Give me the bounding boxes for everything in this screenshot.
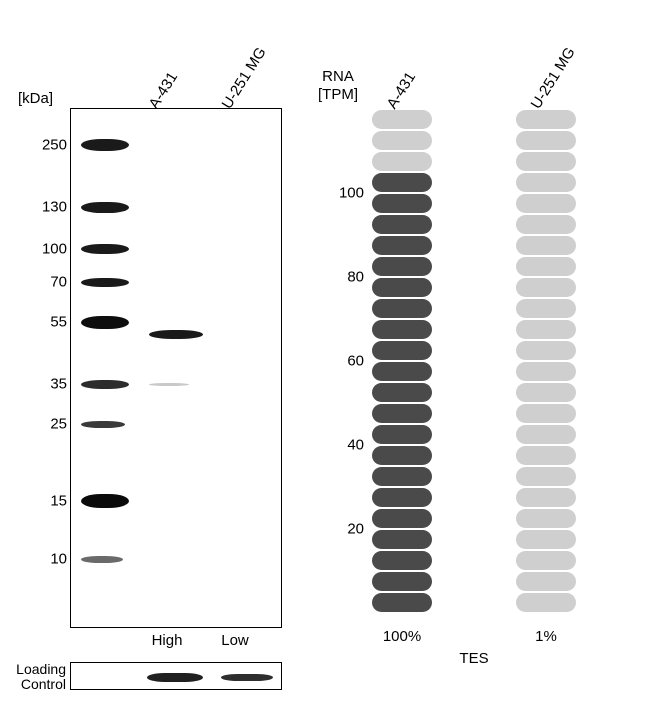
rna-tick: 40 xyxy=(328,437,364,454)
figure-root: [kDa] A-431U-251 MG 25013010070553525151… xyxy=(0,0,650,718)
rna-pill xyxy=(516,551,576,570)
kda-header: [kDa] xyxy=(18,90,53,107)
rna-pill xyxy=(516,194,576,213)
rna-pill xyxy=(516,152,576,171)
ladder-band xyxy=(81,139,129,151)
rna-pill xyxy=(372,320,432,339)
ladder-tick: 55 xyxy=(15,314,71,331)
rna-pill xyxy=(372,278,432,297)
rna-pill xyxy=(516,341,576,360)
rna-pill xyxy=(372,152,432,171)
rna-pill xyxy=(516,110,576,129)
ladder-tick: 10 xyxy=(15,551,71,568)
rna-pill xyxy=(516,509,576,528)
rna-pill xyxy=(372,593,432,612)
rna-pill xyxy=(372,404,432,423)
rna-pill xyxy=(372,509,432,528)
loading-control-band xyxy=(221,674,273,681)
rna-sample-label: A-431 xyxy=(384,69,420,112)
rna-pill xyxy=(516,257,576,276)
ladder-tick: 70 xyxy=(15,274,71,291)
rna-pill xyxy=(372,110,432,129)
rna-pill xyxy=(372,488,432,507)
ladder-tick: 35 xyxy=(15,376,71,393)
ladder-band xyxy=(81,494,129,508)
rna-pill xyxy=(516,593,576,612)
rna-pill xyxy=(372,299,432,318)
rna-pill xyxy=(372,173,432,192)
rna-pill xyxy=(516,383,576,402)
ladder-band xyxy=(81,244,129,254)
rna-pill xyxy=(372,425,432,444)
rna-pill xyxy=(372,236,432,255)
rna-pill xyxy=(516,530,576,549)
blot-sample-label: A-431 xyxy=(146,69,182,112)
rna-pill xyxy=(516,215,576,234)
rna-tick: 60 xyxy=(328,353,364,370)
rna-pill xyxy=(372,362,432,381)
ladder-band xyxy=(81,421,125,428)
ladder-tick: 100 xyxy=(15,241,71,258)
rna-pill xyxy=(372,341,432,360)
rna-pill xyxy=(516,236,576,255)
gene-name-label: TES xyxy=(454,650,494,667)
rna-pill xyxy=(516,278,576,297)
sample-band xyxy=(149,330,203,339)
rna-sample-label: U-251 MG xyxy=(528,44,579,112)
rna-stack xyxy=(516,110,576,612)
rna-pill xyxy=(516,320,576,339)
blot-membrane-box: 250130100705535251510 xyxy=(70,108,282,628)
ladder-band xyxy=(81,556,123,563)
rna-pill xyxy=(516,425,576,444)
rna-pill xyxy=(516,173,576,192)
rna-pill xyxy=(516,404,576,423)
rna-tick: 80 xyxy=(328,269,364,286)
sample-band xyxy=(149,383,189,386)
loading-control-box xyxy=(70,662,282,690)
rna-pill xyxy=(372,530,432,549)
rna-pill xyxy=(516,467,576,486)
ladder-band xyxy=(81,380,129,389)
rna-pill xyxy=(516,488,576,507)
rna-pill xyxy=(372,467,432,486)
ladder-band xyxy=(81,316,129,329)
rna-stack xyxy=(372,110,432,612)
blot-sample-label: U-251 MG xyxy=(219,44,270,112)
rna-percent-label: 100% xyxy=(372,628,432,645)
ladder-tick: 250 xyxy=(15,137,71,154)
rna-pill xyxy=(372,257,432,276)
ladder-tick: 15 xyxy=(15,493,71,510)
rna-tick: 100 xyxy=(328,185,364,202)
rna-pill xyxy=(372,194,432,213)
rna-percent-label: 1% xyxy=(516,628,576,645)
ladder-tick: 130 xyxy=(15,199,71,216)
rna-pill xyxy=(516,362,576,381)
expression-level-label: High xyxy=(142,632,192,649)
loading-control-band xyxy=(147,673,203,682)
ladder-band xyxy=(81,278,129,287)
rna-pill xyxy=(516,572,576,591)
rna-pill xyxy=(372,131,432,150)
rna-tick: 20 xyxy=(328,521,364,538)
rna-pill xyxy=(372,383,432,402)
rna-pill xyxy=(516,299,576,318)
rna-pill xyxy=(372,551,432,570)
western-blot-panel: [kDa] A-431U-251 MG 25013010070553525151… xyxy=(8,0,288,718)
rna-pill xyxy=(516,131,576,150)
ladder-tick: 25 xyxy=(15,416,71,433)
rna-header: RNA[TPM] xyxy=(318,68,358,104)
rna-expression-panel: RNA[TPM] A-431 U-251 MG 100 80 60 40 20 100% 1… xyxy=(300,0,640,718)
rna-pill xyxy=(372,446,432,465)
rna-pill xyxy=(372,572,432,591)
rna-pill xyxy=(516,446,576,465)
loading-control-label: LoadingControl xyxy=(8,662,66,693)
ladder-band xyxy=(81,202,129,213)
rna-pill xyxy=(372,215,432,234)
expression-level-label: Low xyxy=(210,632,260,649)
